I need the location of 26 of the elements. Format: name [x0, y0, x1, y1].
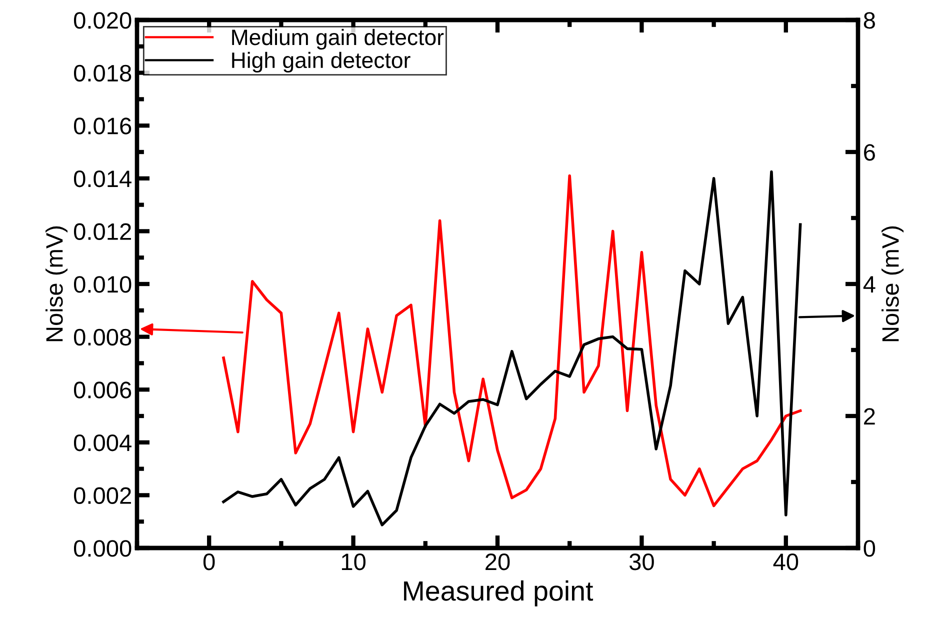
- y-tick-label: 0.004: [74, 434, 132, 452]
- y2-tick-label: 4: [863, 276, 876, 293]
- y2-tick-label: 6: [864, 144, 875, 161]
- y2-tick-label: 8: [864, 12, 875, 29]
- x-tick-label: 0: [203, 553, 215, 570]
- legend-label: High gain detector: [232, 52, 410, 73]
- y-tick-label: 0.012: [74, 223, 131, 240]
- y-tick-label: 0.006: [74, 382, 132, 398]
- y2-tick-label: 0: [864, 540, 876, 557]
- y-tick-label: 0.014: [74, 170, 132, 188]
- y-tick-label: 0.016: [74, 118, 132, 134]
- x-axis-title: Measured point: [404, 580, 594, 606]
- x-tick-label: 10: [342, 553, 366, 570]
- x-tick-label: 30: [629, 553, 654, 570]
- y-tick-label: 0.020: [74, 12, 132, 29]
- y-tick-label: 0.002: [74, 487, 131, 504]
- y-tick-label: 0.000: [74, 540, 132, 557]
- x-tick-label: 40: [773, 553, 798, 570]
- y2-axis-title: Noise (mV): [882, 226, 904, 342]
- y-tick-label: 0.010: [74, 276, 132, 293]
- y-axis-title: Noise (mV): [45, 226, 68, 342]
- y-tick-label: 0.008: [74, 328, 132, 346]
- y2-tick-label: 2: [864, 408, 875, 425]
- x-tick-label: 20: [486, 553, 510, 570]
- legend-label: Medium gain detector: [232, 28, 444, 50]
- y-tick-label: 0.018: [74, 64, 132, 82]
